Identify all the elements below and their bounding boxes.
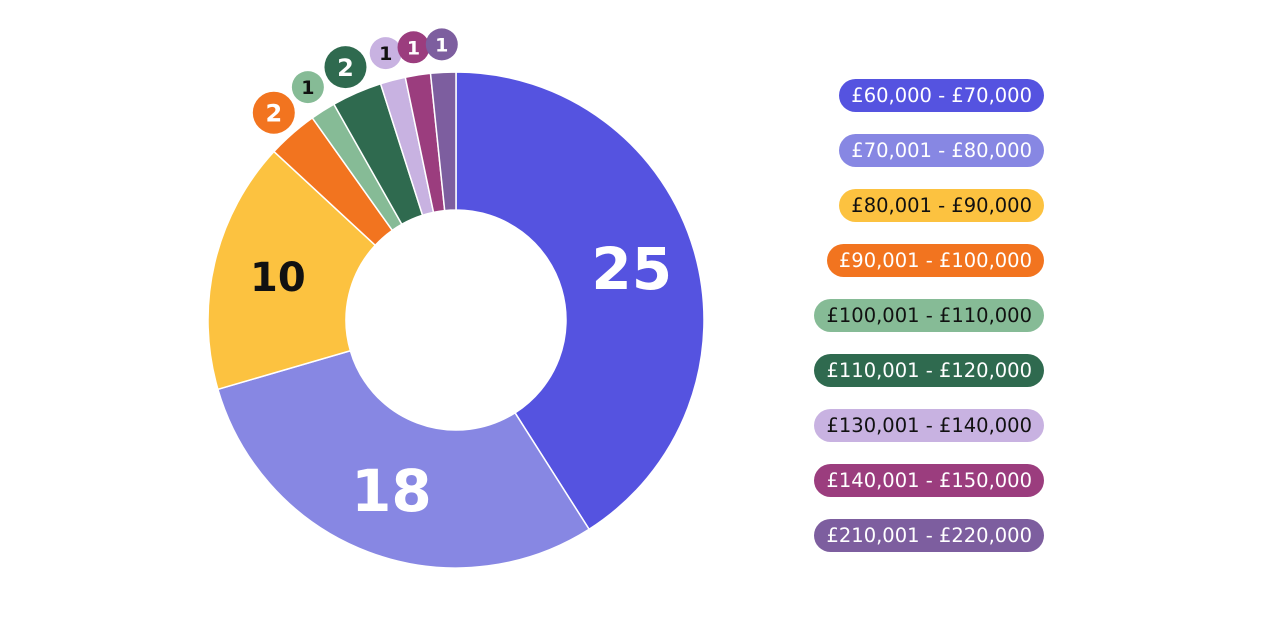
value-label-210001-to-220000: 1	[425, 28, 458, 61]
slice-60000-to-70000	[455, 71, 705, 531]
value-text: 1	[301, 77, 314, 99]
value-text: 1	[407, 37, 420, 59]
legend-item-110001-to-120000: £110,001 - £120,000	[814, 354, 1044, 387]
value-text: 25	[591, 235, 672, 303]
legend-item-140001-to-150000: £140,001 - £150,000	[814, 464, 1044, 497]
legend-item-70001-to-80000: £70,001 - £80,000	[839, 134, 1044, 167]
value-badge	[252, 91, 295, 134]
value-text: 2	[337, 54, 354, 82]
value-label-70001-to-80000: 18	[351, 457, 432, 525]
legend-item-80001-to-90000: £80,001 - £90,000	[839, 189, 1044, 222]
value-text: 18	[351, 457, 432, 525]
legend-item-100001-to-110000: £100,001 - £110,000	[814, 299, 1044, 332]
value-badge	[291, 71, 324, 104]
value-badge	[425, 28, 458, 61]
value-label-130001-to-140000: 1	[369, 37, 402, 70]
legend-item-130001-to-140000: £130,001 - £140,000	[814, 409, 1044, 442]
slice-210001-to-220000	[429, 71, 457, 212]
value-badge	[324, 46, 367, 89]
slice-80001-to-90000	[207, 150, 377, 391]
slice-70001-to-80000	[216, 349, 591, 569]
value-badge	[397, 31, 430, 64]
value-label-60000-to-70000: 25	[591, 235, 672, 303]
value-text: 1	[379, 43, 392, 65]
donut-slices	[207, 71, 705, 569]
value-label-110001-to-120000: 2	[324, 46, 367, 89]
value-text: 1	[435, 34, 448, 56]
legend-item-90001-to-100000: £90,001 - £100,000	[826, 244, 1044, 277]
value-label-90001-to-100000: 2	[252, 91, 295, 134]
value-badge	[369, 37, 402, 70]
value-label-100001-to-110000: 1	[291, 71, 324, 104]
legend-item-210001-to-220000: £210,001 - £220,000	[814, 519, 1044, 552]
value-text: 10	[250, 255, 306, 301]
legend-item-60000-to-70000: £60,000 - £70,000	[839, 79, 1044, 112]
value-text: 2	[265, 100, 282, 128]
value-label-80001-to-90000: 10	[250, 255, 306, 301]
value-label-140001-to-150000: 1	[397, 31, 430, 64]
chart-legend: £60,000 - £70,000 £70,001 - £80,000 £80,00…	[814, 79, 1044, 552]
